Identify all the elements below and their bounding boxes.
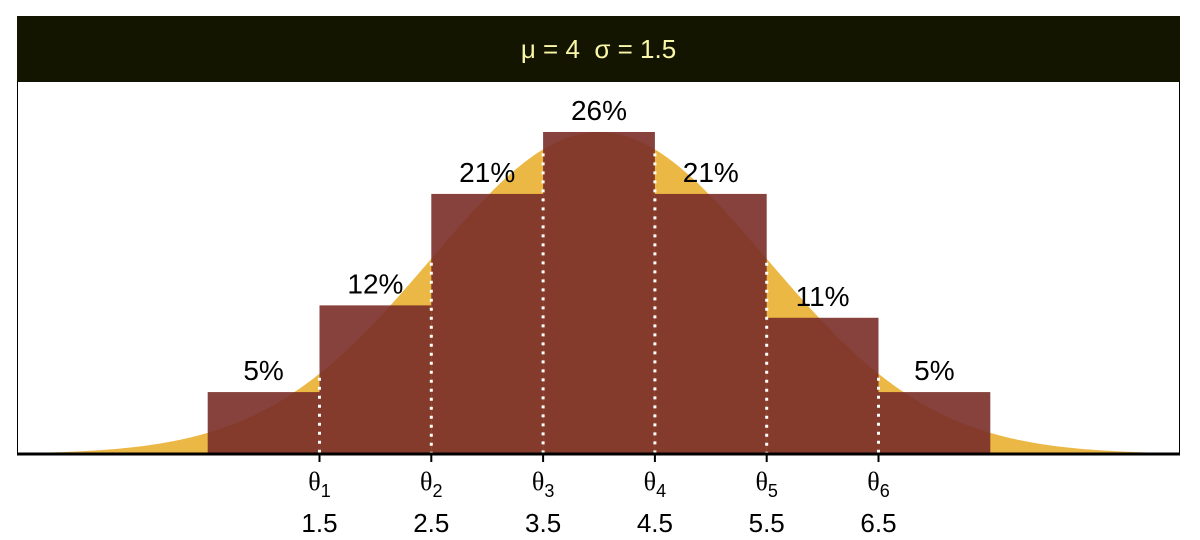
tick-label-theta-2: θ2	[420, 467, 442, 501]
tick-label-value-4: 4.5	[637, 508, 673, 538]
bar-label-3: 21%	[459, 157, 515, 188]
tick-label-value-5: 5.5	[749, 508, 785, 538]
tick-label-theta-6: θ6	[867, 467, 889, 501]
bar-label-5: 21%	[683, 157, 739, 188]
tick-label-value-6: 6.5	[860, 508, 896, 538]
strip-title: μ = 4 σ = 1.5	[520, 33, 677, 64]
facet-strip: μ = 4 σ = 1.5	[17, 16, 1180, 82]
bar-6	[766, 317, 879, 454]
bar-5	[654, 193, 767, 455]
bar-label-6: 11%	[796, 281, 850, 312]
tick-label-theta-5: θ5	[755, 467, 777, 501]
tick-label-value-1: 1.5	[301, 508, 337, 538]
tick-label-theta-3: θ3	[532, 467, 554, 501]
bar-label-4: 26%	[571, 95, 627, 126]
bar-1	[207, 392, 320, 454]
bar-label-7: 5%	[914, 355, 954, 386]
tick-label-value-3: 3.5	[525, 508, 561, 538]
bar-4	[543, 132, 655, 454]
tick-label-theta-1: θ1	[308, 467, 330, 501]
bar-2	[319, 305, 432, 454]
bar-7	[878, 392, 991, 454]
bar-label-1: 5%	[243, 355, 283, 386]
bar-3	[431, 193, 544, 455]
bar-label-2: 12%	[347, 268, 403, 299]
tick-label-value-2: 2.5	[413, 508, 449, 538]
tick-label-theta-4: θ4	[644, 467, 666, 501]
